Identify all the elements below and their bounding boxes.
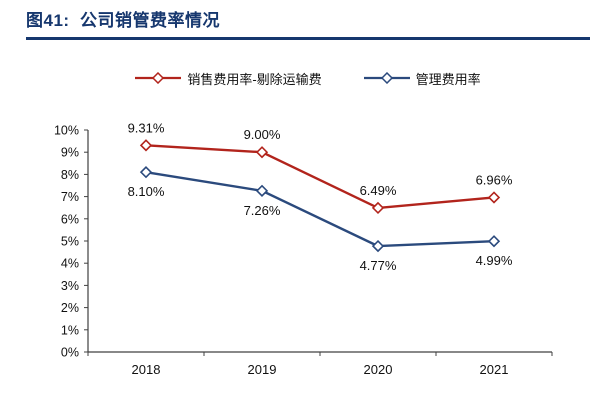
figure-header: 图41: 公司销管费率情况 <box>0 0 616 40</box>
data-label: 4.99% <box>476 253 513 268</box>
chart-plot: 0% 1% 2% 3% 4% 5% 6% 7% 8% 9% 10% 2018 2019 2020 2021 9… <box>54 120 553 377</box>
data-point-marker <box>487 191 501 204</box>
data-label: 9.00% <box>244 127 281 142</box>
data-label: 4.77% <box>360 258 397 273</box>
legend-label-sales-expense: 销售费用率-剔除运输费 <box>187 71 322 87</box>
legend-item-admin-expense: 管理费用率 <box>363 69 481 88</box>
legend-item-sales-expense: 销售费用率-剔除运输费 <box>135 69 322 88</box>
data-label: 9.31% <box>128 120 165 135</box>
line-chart: 销售费用率-剔除运输费 管理费用率 0% 1% 2% 3% 4% 5% 6% 7% 8% 9% 10… <box>0 70 616 404</box>
y-axis-tick-label: 6% <box>61 212 79 226</box>
series-line-admin-expense <box>145 170 495 248</box>
x-axis-label: 2018 <box>132 362 161 377</box>
legend-marker-sales-icon <box>135 72 182 84</box>
data-point-marker <box>139 139 153 152</box>
y-axis-tick-label: 0% <box>61 346 79 360</box>
chart-legend: 销售费用率-剔除运输费 管理费用率 <box>0 69 616 88</box>
data-label: 8.10% <box>128 184 165 199</box>
data-point-marker <box>139 166 153 179</box>
series-line-sales-expense <box>145 144 495 210</box>
data-label: 6.96% <box>476 172 513 187</box>
y-axis-tick-label: 7% <box>61 190 79 204</box>
y-axis-tick-label: 4% <box>61 257 79 271</box>
y-axis-tick-label: 9% <box>61 146 79 160</box>
legend-marker-admin-icon <box>363 72 410 84</box>
data-point-marker <box>371 239 385 253</box>
x-axis-label: 2020 <box>364 362 393 377</box>
x-axis-label: 2019 <box>248 362 277 377</box>
data-point-marker <box>371 201 385 215</box>
y-axis-tick-label: 10% <box>54 124 79 138</box>
y-axis-tick-label: 5% <box>61 235 79 249</box>
y-axis-tick-label: 3% <box>61 279 79 293</box>
y-axis-tick-label: 2% <box>61 301 79 315</box>
y-axis-tick-label: 1% <box>61 323 79 337</box>
data-label: 7.26% <box>244 203 281 218</box>
data-point-marker <box>487 235 501 248</box>
legend-label-admin-expense: 管理费用率 <box>415 71 481 87</box>
y-axis-tick-label: 8% <box>61 168 79 182</box>
figure-title: 图41: 公司销管费率情况 <box>26 11 221 30</box>
data-point-marker <box>255 146 269 159</box>
data-point-marker <box>255 184 269 197</box>
data-label: 6.49% <box>360 183 397 198</box>
title-underline <box>26 37 590 40</box>
x-axis-label: 2021 <box>480 362 509 377</box>
